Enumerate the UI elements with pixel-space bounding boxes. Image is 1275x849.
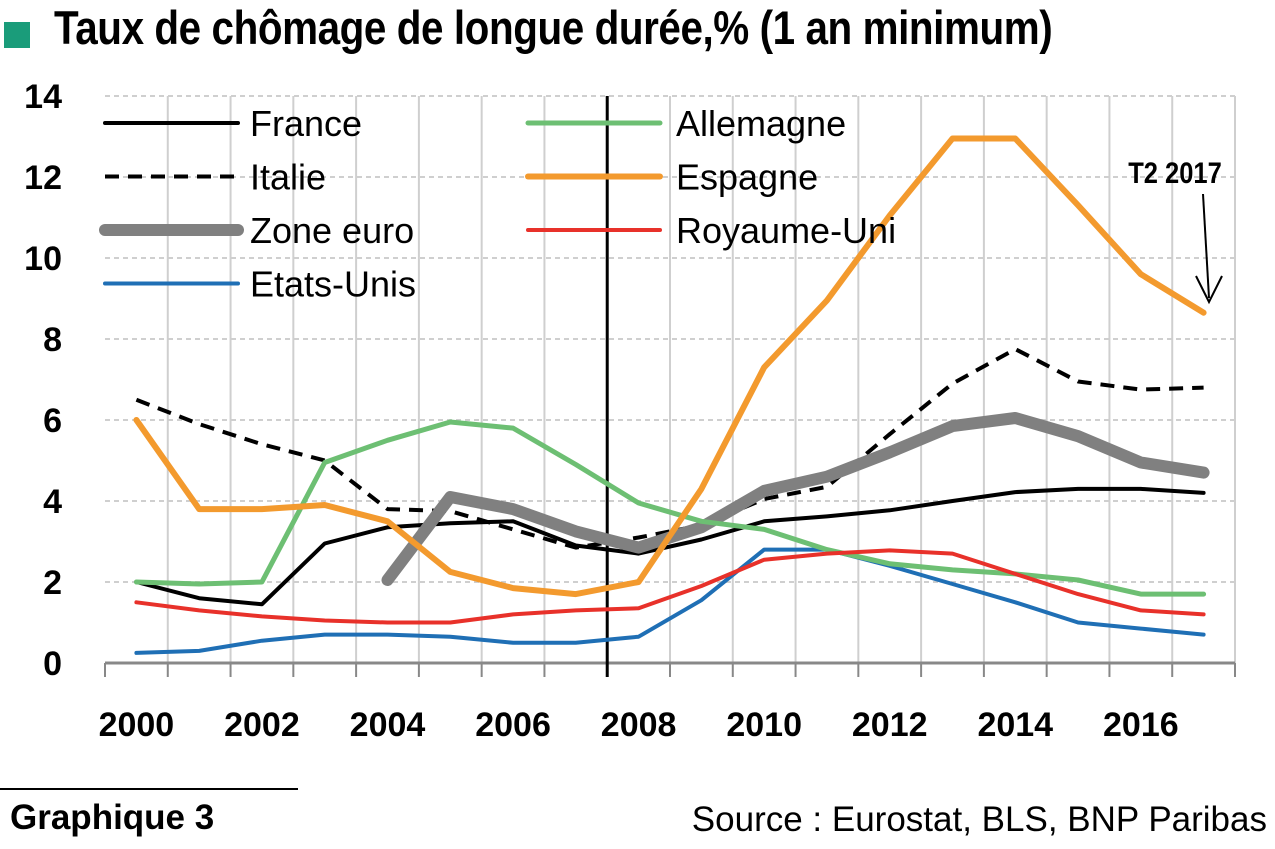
y-tick-label: 2 xyxy=(43,564,62,602)
legend-label: Etats-Unis xyxy=(250,264,416,305)
chart-title: Taux de chômage de longue durée,% (1 an … xyxy=(54,1,1053,54)
title-square-icon xyxy=(4,22,30,48)
legend: France Italie Zone euro Etats-Unis Allemagne… xyxy=(99,103,896,305)
line-chart: 0 2 4 6 8 10 12 14 2000 2002 2004 2006 2008 2010 2012 2… xyxy=(24,78,1236,744)
series-line-italie xyxy=(135,347,1204,550)
x-tick-label: 2000 xyxy=(99,706,175,744)
x-tick-label: 2004 xyxy=(350,706,426,744)
y-tick-label: 12 xyxy=(24,159,62,197)
series-line-espagne xyxy=(133,135,1207,598)
x-tick-label: 2014 xyxy=(977,706,1053,744)
x-tick-label: 2008 xyxy=(601,706,677,744)
y-tick-label: 14 xyxy=(24,78,62,116)
legend-label: Espagne xyxy=(676,157,818,198)
legend-label: France xyxy=(250,103,362,144)
x-tick-label: 2010 xyxy=(726,706,802,744)
series-line-allemagne xyxy=(133,419,1207,597)
legend-label: Italie xyxy=(250,157,326,198)
x-tick-label: 2002 xyxy=(224,706,300,744)
y-tick-label: 8 xyxy=(43,321,62,359)
y-tick-label: 4 xyxy=(43,483,62,521)
annotation-arrow-shaft xyxy=(1202,193,1210,299)
axes: 0 2 4 6 8 10 12 14 2000 2002 2004 2006 2008 2010 2012 2… xyxy=(24,78,1236,744)
legend-label: Royaume-Uni xyxy=(676,210,896,251)
series-line-zone-euro xyxy=(381,412,1210,586)
annotation-arrow-head xyxy=(1195,275,1223,305)
legend-label: Zone euro xyxy=(250,210,414,251)
series-line-etats-unis xyxy=(134,547,1206,655)
x-tick-label: 2012 xyxy=(852,706,928,744)
annotation-label: T2 2017 xyxy=(1128,156,1222,189)
series-lines xyxy=(133,135,1210,655)
annotation: T2 2017 xyxy=(1128,156,1223,305)
x-tick-label: 2016 xyxy=(1103,706,1179,744)
source-note: Source : Eurostat, BLS, BNP Paribas xyxy=(691,800,1267,839)
x-tick-label: 2006 xyxy=(475,706,551,744)
chart-title-row: Taux de chômage de longue durée,% (1 an … xyxy=(0,0,1275,70)
series-line-france xyxy=(134,486,1206,607)
y-tick-label: 10 xyxy=(24,240,62,278)
legend-label: Allemagne xyxy=(676,103,846,144)
y-tick-label: 0 xyxy=(43,645,62,683)
y-tick-label: 6 xyxy=(43,402,62,440)
footer-rule xyxy=(0,788,298,790)
series-line-royaume-uni xyxy=(134,548,1206,625)
figure-label: Graphique 3 xyxy=(10,798,215,837)
